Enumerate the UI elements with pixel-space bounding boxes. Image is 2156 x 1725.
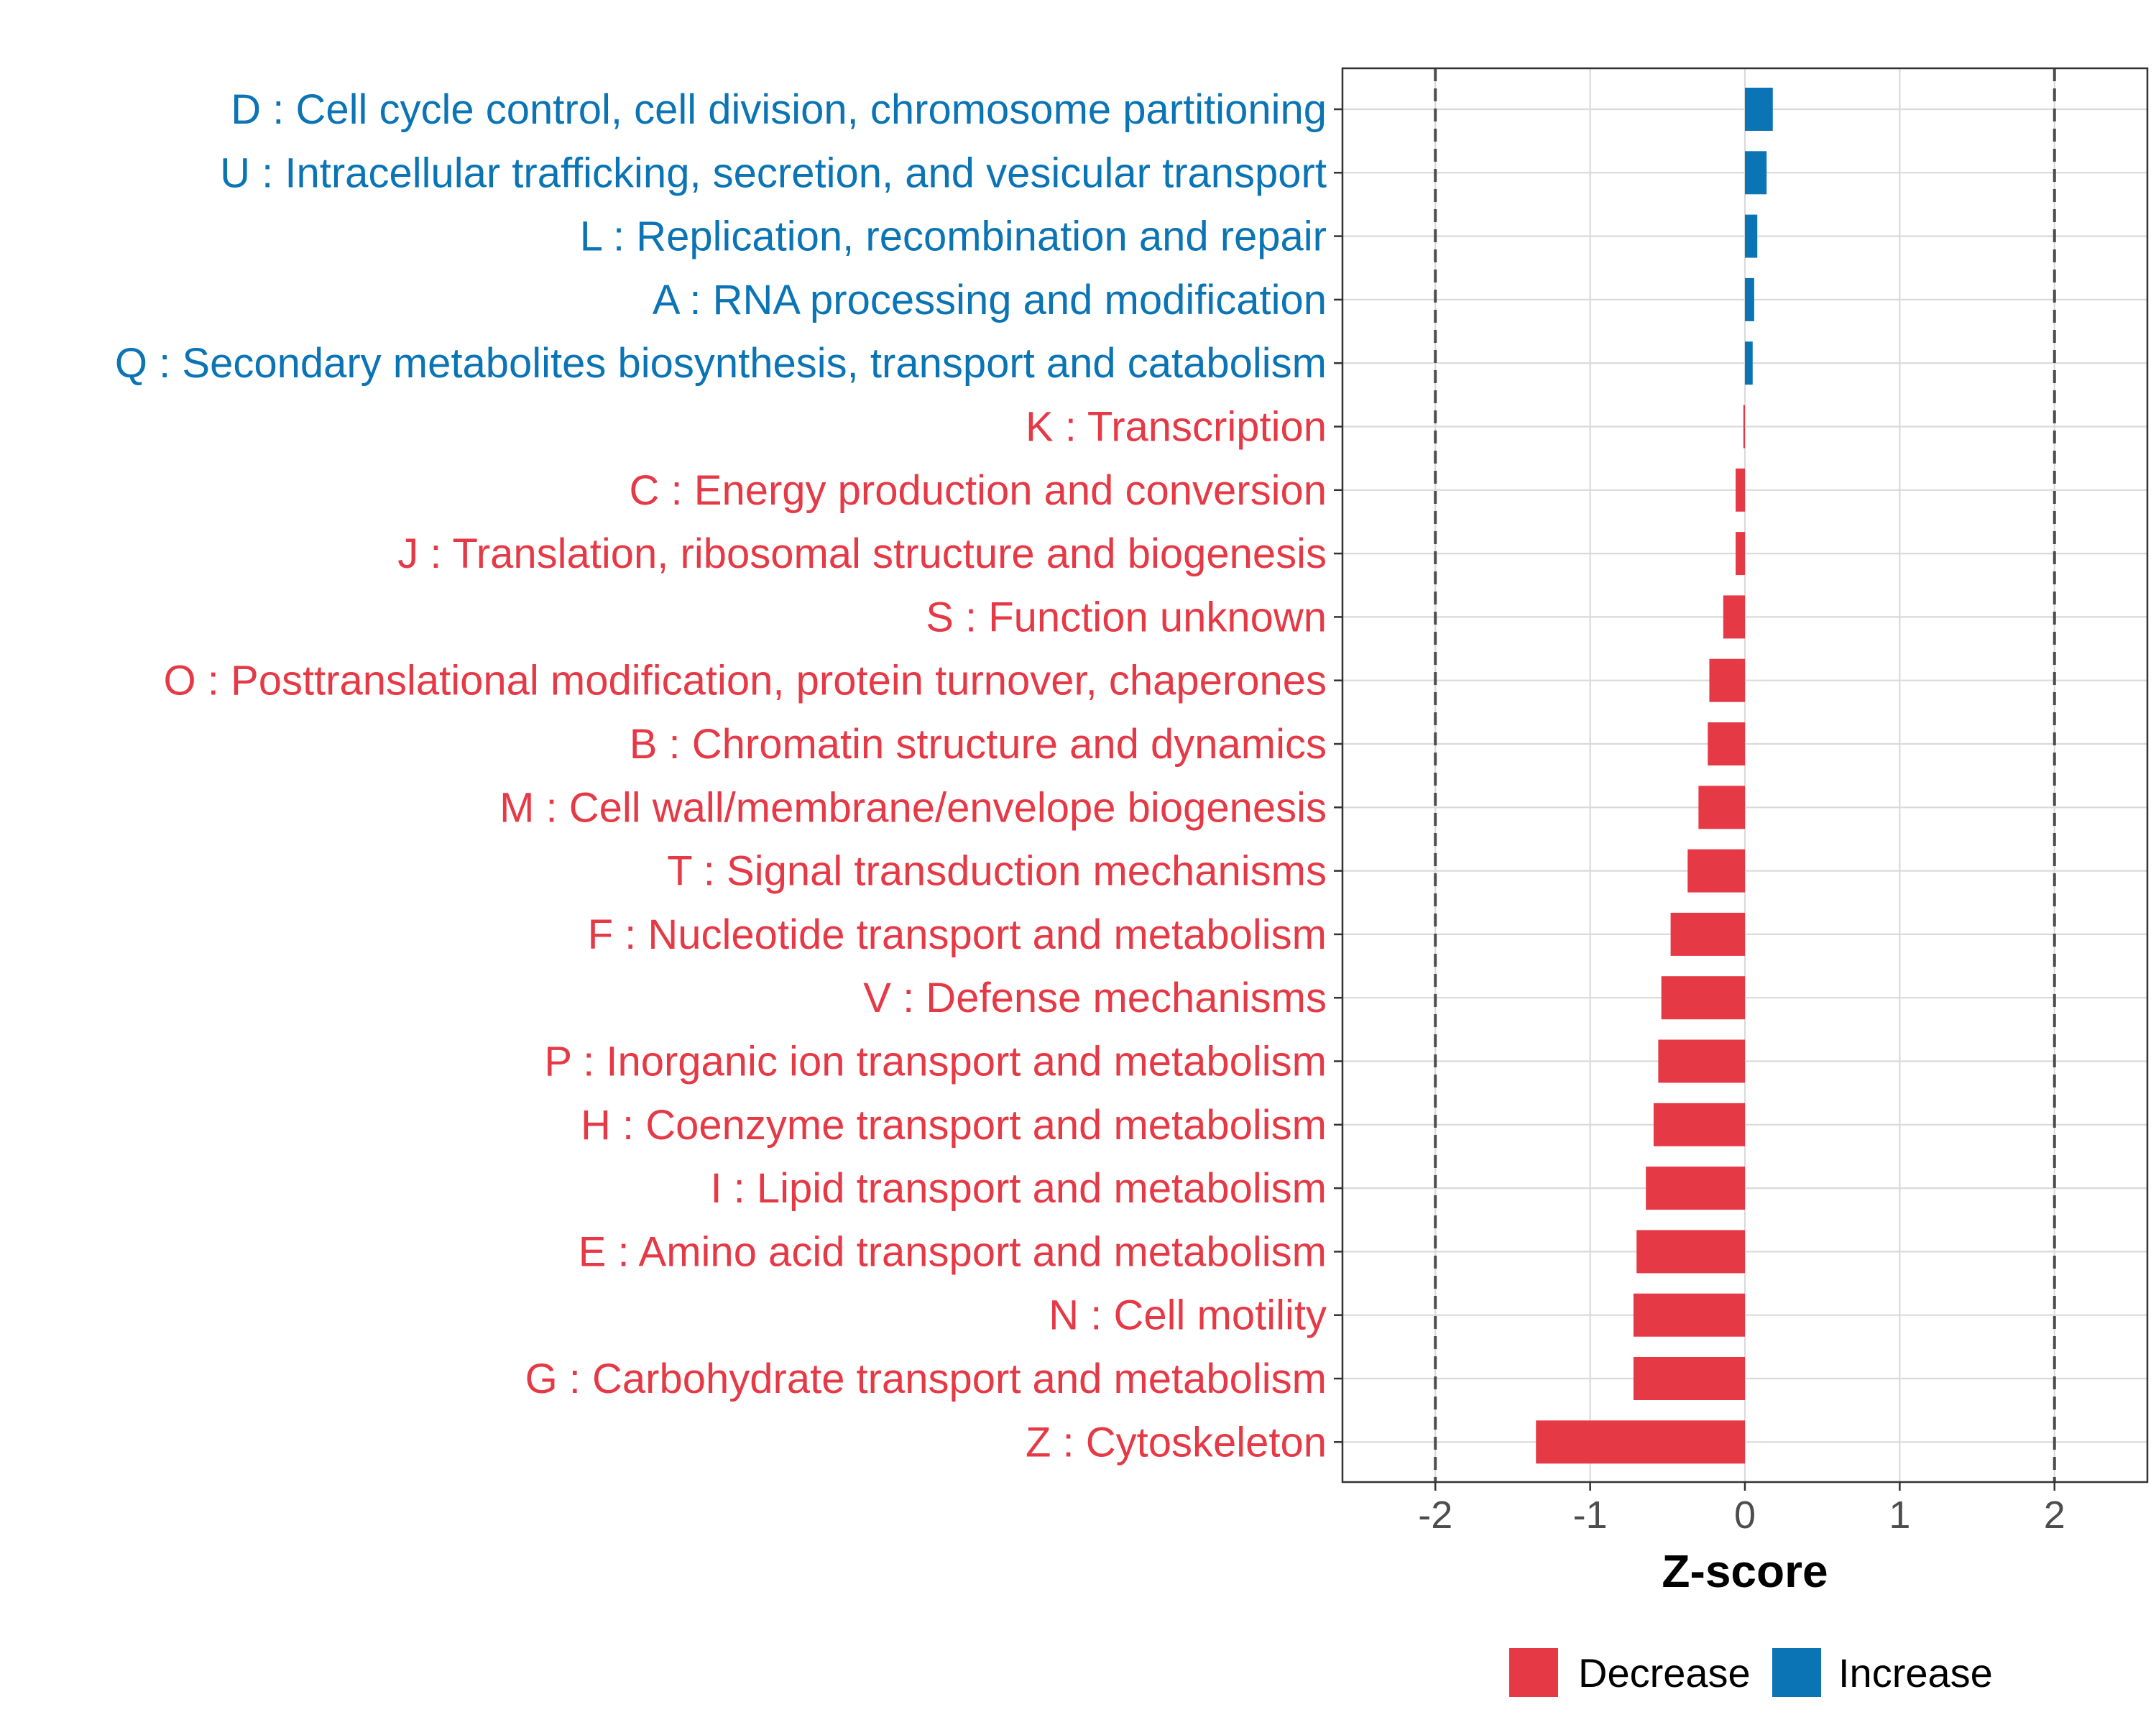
category-label: P : Inorganic ion transport and metaboli…	[544, 1039, 1327, 1085]
bar	[1653, 1103, 1745, 1146]
legend: Decrease Increase	[1509, 1648, 1993, 1697]
bar	[1646, 1167, 1745, 1210]
category-label: E : Amino acid transport and metabolism	[579, 1228, 1327, 1275]
legend-key	[1772, 1648, 1821, 1697]
bar	[1708, 722, 1745, 765]
legend-key	[1509, 1648, 1558, 1697]
bar	[1745, 214, 1758, 258]
x-axis-title: Z-score	[1662, 1545, 1828, 1597]
bar	[1745, 88, 1773, 131]
bar	[1736, 532, 1745, 576]
category-label: G : Carbohydrate transport and metabolis…	[525, 1356, 1327, 1402]
bar	[1633, 1357, 1745, 1400]
category-label: T : Signal transduction mechanisms	[667, 848, 1327, 895]
category-label: B : Chromatin structure and dynamics	[630, 721, 1327, 768]
x-tick-label: -2	[1418, 1494, 1452, 1537]
x-tick-label: 1	[1889, 1494, 1910, 1537]
bar	[1745, 341, 1753, 385]
bar	[1709, 658, 1745, 702]
bars	[1536, 88, 1773, 1464]
category-label: J : Translation, ribosomal structure and…	[397, 530, 1327, 577]
category-label: C : Energy production and conversion	[630, 467, 1327, 514]
bar	[1636, 1230, 1745, 1274]
legend-label: Decrease	[1578, 1650, 1751, 1696]
category-label: V : Defense mechanisms	[863, 975, 1327, 1021]
category-label: K : Transcription	[1026, 404, 1327, 451]
bar	[1661, 976, 1745, 1020]
category-label: N : Cell motility	[1049, 1292, 1327, 1339]
category-label: A : RNA processing and modification	[653, 277, 1327, 323]
legend-label: Increase	[1838, 1650, 1993, 1696]
bar	[1743, 405, 1745, 448]
x-tick-label: -1	[1573, 1494, 1608, 1537]
category-label: U : Intracellular trafficking, secretion…	[220, 150, 1327, 196]
bar	[1723, 595, 1745, 639]
category-label: L : Replication, recombination and repai…	[580, 213, 1327, 260]
x-tick-label: 2	[2044, 1494, 2065, 1537]
bar	[1745, 151, 1767, 195]
bar	[1736, 468, 1745, 512]
category-label: D : Cell cycle control, cell division, c…	[231, 86, 1327, 133]
category-label: I : Lipid transport and metabolism	[710, 1165, 1327, 1212]
bar	[1536, 1420, 1745, 1464]
bar	[1633, 1293, 1745, 1337]
category-label: O : Posttranslational modification, prot…	[164, 658, 1327, 704]
bar	[1698, 786, 1745, 829]
reference-lines	[1434, 68, 2056, 1482]
category-label: S : Function unknown	[926, 594, 1327, 640]
category-label: H : Coenzyme transport and metabolism	[581, 1102, 1327, 1149]
category-label: Q : Secondary metabolites biosynthesis, …	[115, 340, 1327, 387]
x-axis-ticks: -2 -1 0 1 2	[1418, 1482, 2065, 1537]
category-labels: D : Cell cycle control, cell division, c…	[115, 86, 1327, 1466]
bar	[1687, 849, 1745, 893]
bar	[1658, 1039, 1745, 1083]
y-axis-ticks	[1334, 108, 1342, 1443]
category-label: F : Nucleotide transport and metabolism	[588, 911, 1327, 958]
x-tick-label: 0	[1734, 1494, 1756, 1537]
category-label: Z : Cytoskeleton	[1026, 1419, 1327, 1466]
bar	[1745, 277, 1754, 321]
bar	[1670, 912, 1745, 956]
category-label: M : Cell wall/membrane/envelope biogenes…	[499, 784, 1327, 831]
